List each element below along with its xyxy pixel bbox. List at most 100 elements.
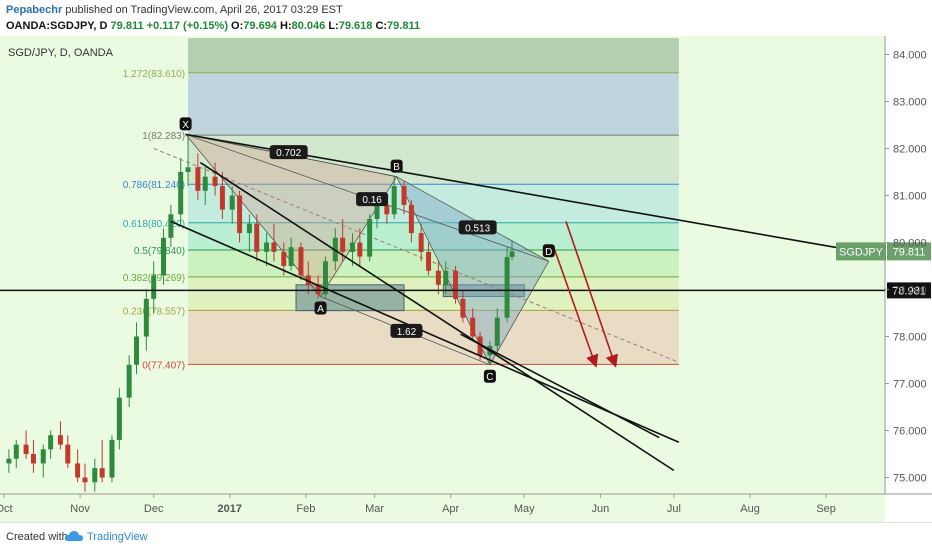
candle-body (161, 237, 167, 276)
ratio-marker (458, 220, 497, 235)
ratio-marker (269, 145, 308, 160)
symbol-tag-label: SGDJPY (839, 246, 884, 258)
tradingview-cloud-icon (64, 531, 83, 541)
chart-header: Pepabechr published on TradingView.com, … (0, 0, 932, 36)
pattern-point-label: B (393, 162, 400, 173)
ratio-marker (356, 192, 389, 207)
x-tick-label: Aug (740, 503, 760, 515)
tradingview-brand[interactable]: TradingView (87, 531, 148, 543)
candle-body (212, 176, 218, 187)
x-tick-label: Jul (667, 503, 681, 515)
close-label: C: (375, 20, 388, 32)
candle-body (99, 468, 105, 478)
publish-text: published on TradingView.com, April 26, … (65, 4, 343, 16)
candle-body (305, 275, 311, 285)
last-price: 79.811 (110, 20, 144, 32)
candle-body (322, 261, 328, 295)
candle-body (116, 397, 122, 440)
y-tick-label: 77.000 (893, 379, 927, 391)
candle-body (460, 298, 466, 318)
candle-body (246, 223, 252, 234)
open-value: 79.694 (243, 20, 277, 32)
pattern-point-label: X (182, 120, 189, 131)
fib-level-label: 0.786(81.240) (123, 180, 185, 191)
candle-body (315, 284, 321, 295)
author-link[interactable]: Pepabechr (6, 4, 63, 16)
ratio-label: 1.62 (397, 327, 417, 338)
fib-level-label: 0.618(80.420) (123, 219, 185, 230)
x-tick-label: Nov (70, 503, 90, 515)
forecast-arrow (565, 221, 619, 368)
x-tick-label: 2017 (218, 503, 242, 515)
candle-body (271, 242, 277, 252)
candle-body (202, 176, 208, 191)
price-chart[interactable]: 1.272(83.610) 1(82.283) 0.786(81.240) 0.618… (0, 36, 932, 522)
pattern-point-label: D (545, 247, 552, 258)
candle-body (453, 270, 459, 299)
candle-body (391, 186, 397, 215)
candle-body (408, 204, 414, 234)
fib-zone (188, 72, 679, 136)
created-with-text: Created with (6, 531, 68, 543)
y-tick-label: 75.000 (893, 473, 927, 485)
forecast-arrow (552, 246, 599, 368)
candle-body (23, 444, 29, 455)
candle-body (30, 454, 36, 464)
candle-body (288, 247, 294, 266)
high-value: 80.046 (291, 20, 326, 32)
hline-price-tag (887, 282, 931, 299)
x-tick-label: Apr (442, 503, 459, 515)
symbol-tag (836, 242, 886, 261)
pattern-point-marker (179, 117, 192, 131)
candle-body (126, 364, 132, 398)
candle-body (384, 204, 390, 215)
x-tick-label: May (514, 503, 535, 515)
fib-zone (188, 222, 679, 251)
y-tick-label: 82.000 (893, 143, 927, 155)
fib-zone (188, 184, 679, 223)
candle-body (143, 298, 149, 337)
high-label: H: (280, 20, 292, 32)
fib-zone (188, 38, 679, 73)
candle-body (349, 242, 355, 252)
low-label: L: (328, 20, 339, 32)
candle-body (254, 223, 260, 252)
y-tick-label: 78.000 (893, 332, 927, 344)
fib-zone (188, 135, 679, 185)
fib-level-label: 1(82.283) (142, 131, 185, 142)
ratio-marker (390, 323, 423, 338)
price-axis-panel (885, 36, 932, 522)
y-tick-label: 79.000 (893, 285, 927, 297)
candle-body (219, 186, 225, 210)
candle-body (48, 435, 54, 450)
candle-body (477, 336, 483, 356)
low-value: 79.618 (338, 20, 373, 32)
pattern-point-marker (542, 244, 555, 258)
symbol-label: OANDA:SGDJPY, D (6, 20, 108, 32)
candle-body (109, 439, 115, 478)
candle-body (357, 242, 363, 257)
candle-body (443, 270, 449, 285)
x-tick-label: Jun (591, 503, 609, 515)
last-price-label: 79.811 (893, 246, 926, 258)
y-tick-label: 84.000 (893, 49, 927, 61)
candle-body (134, 336, 140, 365)
candle-body (494, 317, 500, 346)
pattern-point-label: C (486, 372, 493, 383)
candle-body (82, 477, 88, 483)
y-tick-label: 80.000 (893, 237, 927, 249)
candle-body (504, 257, 510, 318)
fib-level-label: 1.272(83.610) (123, 69, 185, 80)
x-tick-label: Dec (144, 503, 164, 515)
ratio-label: 0.513 (465, 223, 490, 234)
candle-body (374, 204, 380, 219)
hline-price-label: 78.981 (892, 285, 926, 297)
candle-body (92, 468, 98, 483)
candle-body (6, 458, 12, 464)
candle-body (75, 463, 81, 478)
footer: Created with TradingView (0, 522, 932, 551)
close-value: 79.811 (387, 20, 421, 32)
candle-body (418, 233, 424, 252)
candle-body (57, 435, 63, 445)
inner-trend-line (199, 161, 675, 472)
